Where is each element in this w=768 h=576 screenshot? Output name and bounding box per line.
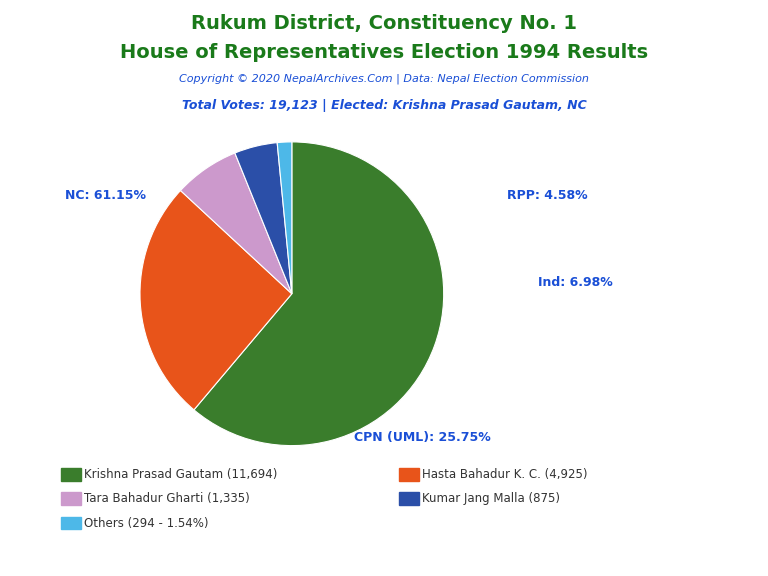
- Text: Ind: 6.98%: Ind: 6.98%: [538, 276, 612, 289]
- Wedge shape: [180, 153, 292, 294]
- Text: Tara Bahadur Gharti (1,335): Tara Bahadur Gharti (1,335): [84, 492, 250, 505]
- Text: Hasta Bahadur K. C. (4,925): Hasta Bahadur K. C. (4,925): [422, 468, 588, 481]
- Text: House of Representatives Election 1994 Results: House of Representatives Election 1994 R…: [120, 43, 648, 62]
- Wedge shape: [235, 143, 292, 294]
- Wedge shape: [140, 191, 292, 410]
- Text: Others (294 - 1.54%): Others (294 - 1.54%): [84, 517, 209, 529]
- Text: Krishna Prasad Gautam (11,694): Krishna Prasad Gautam (11,694): [84, 468, 278, 481]
- Text: Copyright © 2020 NepalArchives.Com | Data: Nepal Election Commission: Copyright © 2020 NepalArchives.Com | Dat…: [179, 74, 589, 84]
- Text: RPP: 4.58%: RPP: 4.58%: [507, 190, 588, 202]
- Text: Kumar Jang Malla (875): Kumar Jang Malla (875): [422, 492, 561, 505]
- Wedge shape: [277, 142, 292, 294]
- Text: CPN (UML): 25.75%: CPN (UML): 25.75%: [354, 431, 491, 444]
- Wedge shape: [194, 142, 444, 446]
- Text: NC: 61.15%: NC: 61.15%: [65, 190, 146, 202]
- Text: Rukum District, Constituency No. 1: Rukum District, Constituency No. 1: [191, 14, 577, 33]
- Text: Total Votes: 19,123 | Elected: Krishna Prasad Gautam, NC: Total Votes: 19,123 | Elected: Krishna P…: [181, 99, 587, 112]
